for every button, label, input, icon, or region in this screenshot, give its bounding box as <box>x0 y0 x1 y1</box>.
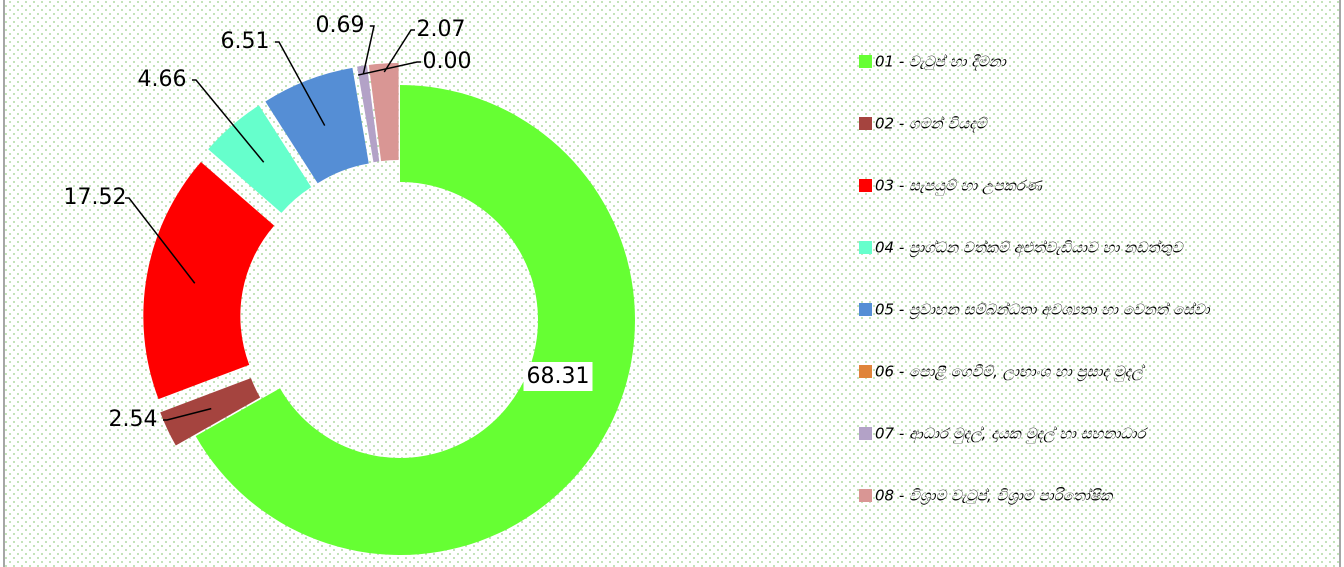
legend-swatch <box>859 365 872 378</box>
data-label: 2.07 <box>417 17 466 42</box>
leader-line <box>192 79 265 163</box>
legend-label: 08 - විශ්‍රාම වැටුප්, විශ්‍රාම පාරිතෝෂික <box>875 487 1114 506</box>
legend-label: 05 - ප්‍රවාහන සම්බන්ධතා අවශ්‍යතා හා වෙනත… <box>875 301 1211 320</box>
donut-slice <box>160 378 261 446</box>
legend-label: 03 - සැපයුම් හා උපකරණ <box>875 177 1043 196</box>
leader-line <box>125 197 196 284</box>
data-label: 0.69 <box>316 13 365 38</box>
legend-swatch <box>859 179 872 192</box>
donut-slice <box>357 65 380 163</box>
data-label: 17.52 <box>64 185 127 210</box>
legend-swatch <box>859 427 872 440</box>
legend-swatch <box>859 241 872 254</box>
donut-slice <box>143 162 275 400</box>
legend-label: 07 - ආධාර මුදල්, දායක මුදල් හා සහනාධාර <box>875 425 1148 444</box>
leader-line <box>163 407 212 421</box>
legend-swatch <box>859 117 872 130</box>
leader-line <box>275 41 326 126</box>
legend-swatch <box>859 303 872 316</box>
legend-label: 02 - ගමන් වියදම් <box>875 115 989 134</box>
legend-label: 04 - ප්‍රාග්ධන වත්කම් අළුත්වැඩියාව හා නඩ… <box>875 239 1185 258</box>
legend-swatch <box>859 489 872 502</box>
donut-slice <box>368 63 399 162</box>
donut-slice <box>265 67 369 184</box>
leader-line <box>357 61 421 76</box>
legend-swatch <box>859 55 872 68</box>
data-label: 2.54 <box>109 407 158 432</box>
legend-label: 01 - වැටුප් හා දීමනා <box>875 53 1007 72</box>
data-label-background <box>523 362 593 391</box>
donut-slice <box>208 105 312 213</box>
leader-line <box>362 25 375 75</box>
leader-line <box>383 29 415 73</box>
data-label: 6.51 <box>221 29 270 54</box>
data-label: 68.31 <box>527 364 590 389</box>
data-label: 0.00 <box>423 49 472 74</box>
legend-label: 06 - පොළී ගෙවීම්, ලාභාංශ හා ප්‍රසාද මුදල… <box>875 363 1146 382</box>
data-label: 4.66 <box>138 67 187 92</box>
donut-slice <box>195 85 636 555</box>
